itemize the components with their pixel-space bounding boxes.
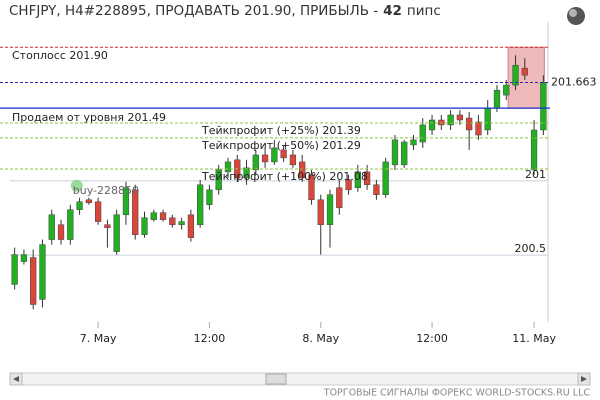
globe-highlight — [569, 9, 577, 17]
y-tick-label: 201 — [525, 168, 546, 181]
candle-body — [512, 64, 519, 86]
candle-body — [466, 117, 473, 131]
candle-body — [187, 214, 195, 238]
candle-body — [215, 169, 222, 191]
candle-body — [94, 201, 102, 222]
profit: 42 — [383, 3, 402, 19]
candle-body — [354, 171, 361, 188]
candle-body — [85, 199, 92, 203]
candle-body — [456, 114, 464, 121]
take-profit-label: Тейкпрофит (+25%) 201.39 — [201, 124, 361, 137]
candle-body — [206, 189, 213, 205]
candle-body — [475, 121, 482, 136]
candle-body — [484, 107, 491, 131]
arrow — [581, 376, 587, 382]
scrollbar[interactable] — [9, 372, 591, 386]
x-tick-label: 8. May — [302, 332, 339, 345]
candle-body — [410, 139, 417, 146]
entry-label: Продаем от уровня 201.49 — [12, 111, 166, 124]
candle-body — [169, 217, 176, 225]
take-profit-label: Тейкпрофит (+100%) 201.08 — [201, 170, 368, 183]
profit-unit: пипс — [406, 3, 441, 19]
x-tick-label: 11. May — [512, 332, 556, 345]
candle-body — [132, 189, 139, 235]
candle-body — [345, 179, 352, 191]
candle-body — [363, 171, 371, 186]
candle-body — [67, 209, 74, 240]
candle-body — [336, 187, 343, 209]
candle-body — [308, 174, 315, 201]
candle-body — [280, 149, 287, 159]
y-tick-label: 200.5 — [515, 242, 547, 255]
candle-body — [150, 212, 157, 220]
candle-body — [503, 84, 510, 96]
stop-loss-label: Стоплосс 201.90 — [12, 49, 108, 62]
candle-body — [141, 217, 148, 235]
candle-body — [419, 124, 426, 143]
candle-body — [391, 139, 399, 166]
x-tick-label: 12:00 — [194, 332, 226, 345]
take-profit-label: Тейкпрофит (+50%) 201.29 — [201, 139, 361, 152]
candle-body — [159, 212, 167, 220]
candle-body — [438, 119, 445, 126]
candle-body — [493, 89, 501, 109]
candle-body — [20, 254, 28, 262]
buy-label: buy-228850 — [73, 184, 139, 197]
candle-body — [39, 244, 46, 300]
candle-body — [57, 224, 65, 240]
candle-body — [382, 161, 389, 195]
candle-body — [243, 167, 250, 179]
title: CHFJPY, H4#228895, ПРОДАВАТЬ 201.90, ПРИ… — [9, 3, 446, 19]
candle-body — [401, 141, 408, 166]
candle-body — [299, 161, 306, 179]
candle-body — [224, 161, 232, 173]
candle-body — [373, 184, 380, 195]
x-tick-label: 7. May — [80, 332, 117, 345]
footer: ТОРГОВЫЕ СИГНАЛЫ ФОРЕКС WORLD-STOCKS.RU … — [323, 388, 591, 399]
candle-body — [317, 199, 324, 225]
candle-body — [30, 257, 37, 305]
title-text: CHFJPY, H4#228895, ПРОДАВАТЬ 201.90, ПРИ… — [9, 3, 379, 19]
last-price-label: 201.663 — [551, 75, 597, 88]
arrow — [13, 376, 19, 382]
globe-icon[interactable] — [567, 7, 585, 25]
candle-body — [11, 254, 18, 285]
candle-body — [197, 184, 204, 225]
candle-body — [326, 194, 334, 225]
candle-body — [271, 147, 278, 163]
candle-body — [48, 214, 55, 240]
candle-body — [252, 154, 259, 171]
candle-body — [76, 201, 83, 210]
candle-body — [521, 67, 528, 76]
candle-body — [122, 187, 130, 216]
candle-body — [261, 154, 269, 163]
candle-body — [540, 82, 547, 131]
scroll-thumb[interactable] — [265, 373, 287, 385]
candle-body — [104, 224, 111, 228]
candle-body — [428, 119, 436, 131]
candle-body — [178, 221, 185, 225]
candle-body — [530, 129, 538, 171]
candle-body — [289, 154, 297, 166]
buy-marker — [70, 179, 83, 192]
x-tick-label: 12:00 — [416, 332, 448, 345]
candle-body — [447, 114, 454, 126]
candle-body — [113, 214, 120, 252]
